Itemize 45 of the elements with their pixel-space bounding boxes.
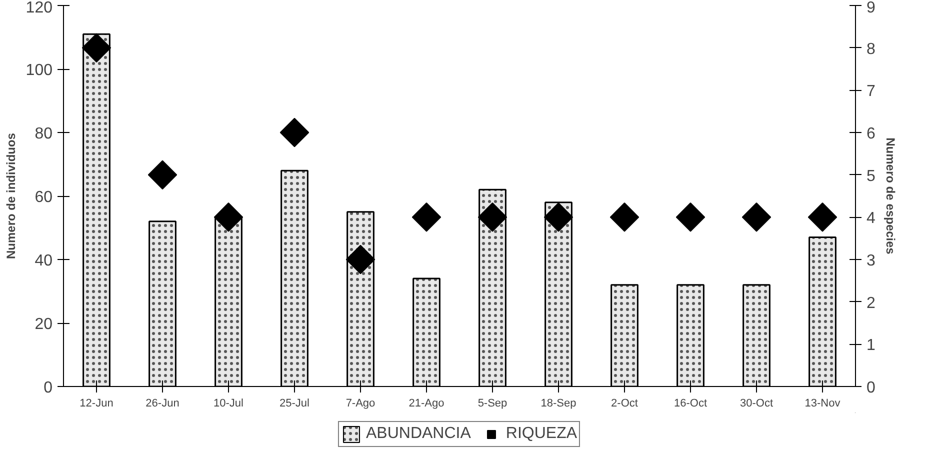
point <box>544 202 574 232</box>
point <box>280 118 310 148</box>
y-tick-label: 40 <box>34 252 53 270</box>
y2-tick-label: 7 <box>866 83 876 100</box>
point <box>808 202 838 232</box>
y2-tick-label: 1 <box>866 337 876 354</box>
y-tick-label: 0 <box>44 380 53 396</box>
legend-label: ABUNDANCIA <box>366 425 471 443</box>
legend-label: RIQUEZA <box>506 425 578 443</box>
y2-tick-label: 3 <box>866 252 876 270</box>
x-tick-label: 25-Jul <box>280 398 310 410</box>
y-tick-label: 20 <box>34 316 53 333</box>
x-tick-label: 7-Ago <box>346 398 376 410</box>
x-tick-label: 30-Oct <box>740 398 774 410</box>
y2-tick-label: 4 <box>866 210 876 228</box>
x-tick-label: 2-Oct <box>611 398 638 410</box>
x-tick-label: 13-Nov <box>804 398 841 410</box>
y-tick-label: 60 <box>34 189 53 206</box>
x-tick-label: 21-Ago <box>408 398 444 410</box>
point <box>412 202 442 232</box>
y-tick-label: 120 <box>26 0 53 16</box>
point <box>610 202 640 232</box>
point <box>214 202 244 232</box>
point <box>676 202 706 232</box>
y-tick-label: 80 <box>34 126 53 142</box>
y2-tick-label: 5 <box>866 168 876 185</box>
y2-tick-label: 2 <box>866 294 876 312</box>
x-tick-label: 26-Jun <box>146 398 180 410</box>
y2-tick-label: 8 <box>866 40 876 58</box>
x-tick-label: 18-Sep <box>540 398 576 410</box>
point <box>148 160 178 190</box>
y-axis-title: Numero de individuos <box>4 132 18 260</box>
y2-axis-title: Numero de especies <box>883 138 898 255</box>
point <box>742 202 772 232</box>
y-tick-label: 100 <box>26 62 53 79</box>
y2-tick-label: 0 <box>866 380 876 396</box>
point <box>82 33 112 62</box>
point <box>478 202 508 232</box>
y2-tick-label: 9 <box>866 0 876 16</box>
x-tick-label: 10-Jul <box>214 398 244 410</box>
point <box>346 244 376 274</box>
x-tick-label: 16-Oct <box>674 398 708 410</box>
x-tick-label: 5-Sep <box>478 398 508 410</box>
x-tick-label: 12-Jun <box>80 398 114 410</box>
y2-tick-label: 6 <box>866 126 876 142</box>
